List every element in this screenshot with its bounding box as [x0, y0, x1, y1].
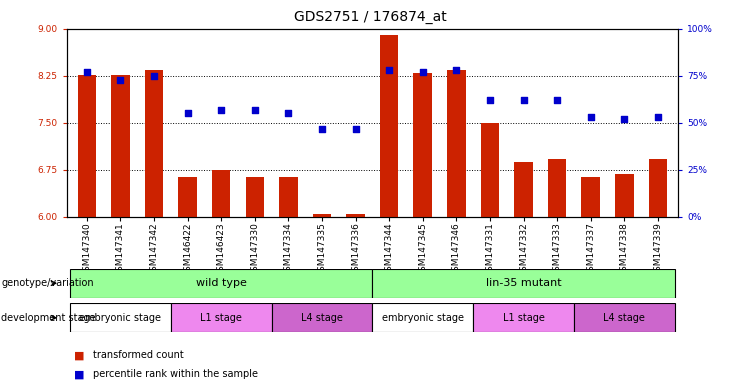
Bar [346, 214, 365, 217]
Bar [615, 174, 634, 217]
Point [316, 126, 328, 132]
Text: ■: ■ [74, 369, 84, 379]
Text: genotype/variation: genotype/variation [1, 278, 94, 288]
Point [282, 111, 294, 117]
Text: L1 stage: L1 stage [502, 313, 545, 323]
Bar [70, 303, 171, 332]
Text: embryonic stage: embryonic stage [382, 313, 464, 323]
Text: embryonic stage: embryonic stage [79, 313, 162, 323]
Text: lin-35 mutant: lin-35 mutant [485, 278, 562, 288]
Bar [313, 214, 331, 217]
Point [383, 67, 395, 73]
Text: L1 stage: L1 stage [200, 313, 242, 323]
Bar [279, 177, 298, 217]
Bar [144, 70, 163, 217]
Point [416, 69, 428, 75]
Bar [245, 177, 264, 217]
Point [148, 73, 160, 79]
Bar [413, 73, 432, 217]
Point [115, 76, 127, 83]
Point [517, 97, 529, 103]
Bar [473, 303, 574, 332]
Bar [171, 303, 272, 332]
Point [652, 114, 664, 120]
Point [249, 107, 261, 113]
Bar [548, 159, 566, 217]
Bar [70, 269, 373, 298]
Text: wild type: wild type [196, 278, 247, 288]
Bar [582, 177, 600, 217]
Bar [111, 74, 130, 217]
Point [618, 116, 630, 122]
Bar [179, 177, 197, 217]
Point [182, 111, 193, 117]
Point [350, 126, 362, 132]
Point [216, 107, 227, 113]
Point [585, 114, 597, 120]
Bar [380, 35, 399, 217]
Bar [372, 303, 473, 332]
Point [81, 69, 93, 75]
Bar [481, 123, 499, 217]
Text: GDS2751 / 176874_at: GDS2751 / 176874_at [294, 10, 447, 23]
Text: development stage: development stage [1, 313, 96, 323]
Bar [574, 303, 674, 332]
Bar [372, 269, 674, 298]
Bar [272, 303, 372, 332]
Bar [212, 170, 230, 217]
Text: transformed count: transformed count [93, 350, 183, 360]
Text: ■: ■ [74, 350, 84, 360]
Text: L4 stage: L4 stage [301, 313, 343, 323]
Point [551, 97, 563, 103]
Bar [648, 159, 667, 217]
Bar [78, 74, 96, 217]
Bar [447, 70, 465, 217]
Point [484, 97, 496, 103]
Bar [514, 162, 533, 217]
Point [451, 67, 462, 73]
Text: L4 stage: L4 stage [603, 313, 645, 323]
Text: percentile rank within the sample: percentile rank within the sample [93, 369, 258, 379]
